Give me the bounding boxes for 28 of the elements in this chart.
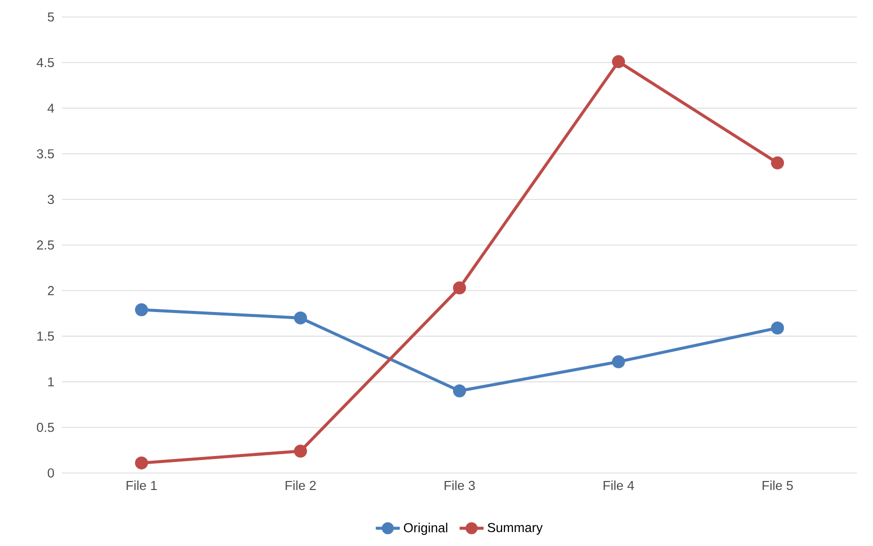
y-tick-label: 0.5 [36, 422, 54, 432]
point [770, 321, 784, 334]
y-tick-label: 4 [48, 104, 54, 113]
point [135, 456, 148, 470]
point [612, 355, 625, 368]
x-tick-label: File 3 [444, 480, 475, 490]
legend-label: Summary [488, 522, 543, 535]
y-tick-label: 3 [48, 194, 54, 204]
point [770, 156, 784, 170]
x-tick-label: File 1 [126, 480, 157, 490]
point [453, 281, 466, 294]
x-tick-label: File 2 [286, 480, 316, 490]
y-tick-label: 0 [48, 468, 54, 478]
y-tick-label: 5 [48, 12, 54, 22]
point [294, 444, 308, 458]
y-tick-label: 3.5 [36, 149, 54, 158]
y-tick-label: 2.5 [37, 240, 54, 250]
point [612, 55, 625, 68]
point [453, 384, 466, 398]
y-tick-label: 4.5 [36, 58, 54, 68]
y-tick-label: 2 [48, 286, 54, 296]
legend-label: Original [404, 522, 448, 535]
x-tick-label: File 4 [604, 480, 634, 490]
y-tick-label: 1.5 [37, 332, 54, 341]
x-tick-label: File 5 [762, 480, 793, 490]
point [135, 303, 148, 316]
y-tick-label: 1 [48, 377, 54, 386]
point [294, 311, 308, 324]
